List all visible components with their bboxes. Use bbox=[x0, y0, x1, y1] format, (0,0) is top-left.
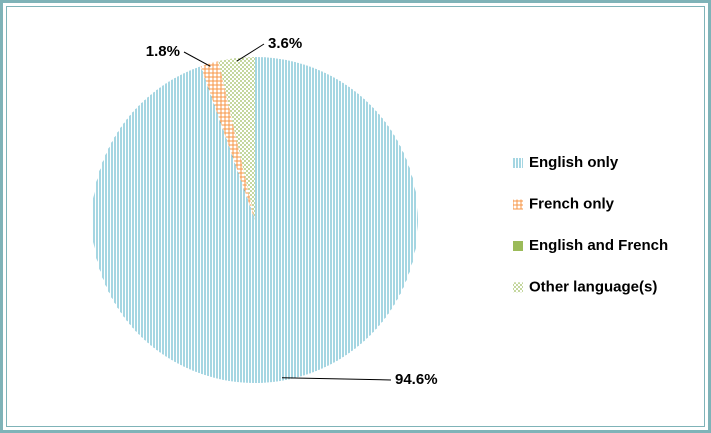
pie-slice bbox=[91, 57, 419, 383]
legend-label: French only bbox=[529, 195, 615, 212]
leader-line bbox=[236, 43, 265, 62]
legend-label: English only bbox=[529, 154, 619, 171]
data-label: 94.6% bbox=[395, 371, 438, 388]
legend-label: English and French bbox=[529, 237, 668, 254]
legend-swatch bbox=[513, 199, 523, 210]
legend-swatch bbox=[513, 282, 523, 293]
pie-slice bbox=[200, 61, 255, 221]
leader-line bbox=[183, 51, 211, 67]
data-label: 1.8% bbox=[146, 43, 180, 60]
inner-frame bbox=[6, 6, 705, 427]
legend-swatch bbox=[513, 158, 523, 168]
leader-line bbox=[282, 377, 392, 381]
pie-slice bbox=[218, 57, 255, 220]
legend-label: Other language(s) bbox=[529, 278, 657, 295]
data-label: 3.6% bbox=[268, 35, 302, 52]
legend-swatch bbox=[513, 241, 523, 251]
